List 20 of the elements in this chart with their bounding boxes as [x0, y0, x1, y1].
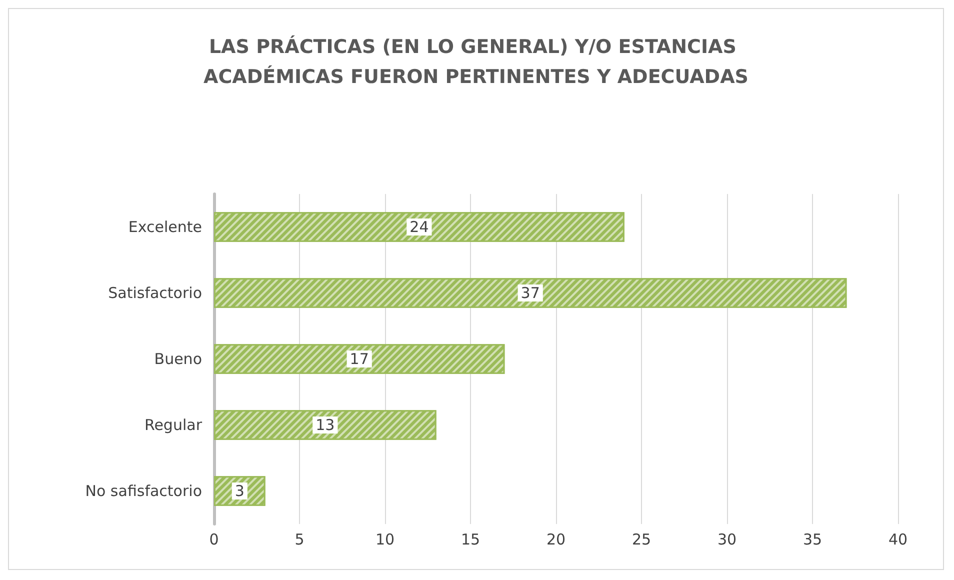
x-tick-label: 20 — [546, 530, 566, 548]
x-tick-label: 10 — [375, 530, 395, 548]
chart-title: LAS PRÁCTICAS (EN LO GENERAL) Y/O ESTANCIAS ACADÉMICAS FUERON PERTINENTES Y ADECUADAS — [204, 35, 748, 88]
data-label: 13 — [316, 416, 335, 434]
x-tick-label: 5 — [294, 530, 304, 548]
x-tick-label: 40 — [888, 530, 908, 548]
x-tick-label: 30 — [717, 530, 737, 548]
y-tick-label: Regular — [144, 416, 203, 434]
x-tick-label: 0 — [209, 530, 219, 548]
y-tick-label: Bueno — [154, 350, 202, 368]
data-label: 17 — [350, 350, 369, 368]
y-tick-label: Satisfactorio — [108, 284, 202, 302]
x-tick-label: 15 — [460, 530, 480, 548]
y-tick-label: Excelente — [128, 218, 202, 236]
x-tick-label: 35 — [802, 530, 822, 548]
x-tick-label: 25 — [632, 530, 652, 548]
data-label: 24 — [410, 218, 429, 236]
data-label: 37 — [520, 284, 540, 302]
y-tick-label: No safisfactorio — [85, 482, 202, 500]
data-label: 3 — [234, 482, 244, 500]
